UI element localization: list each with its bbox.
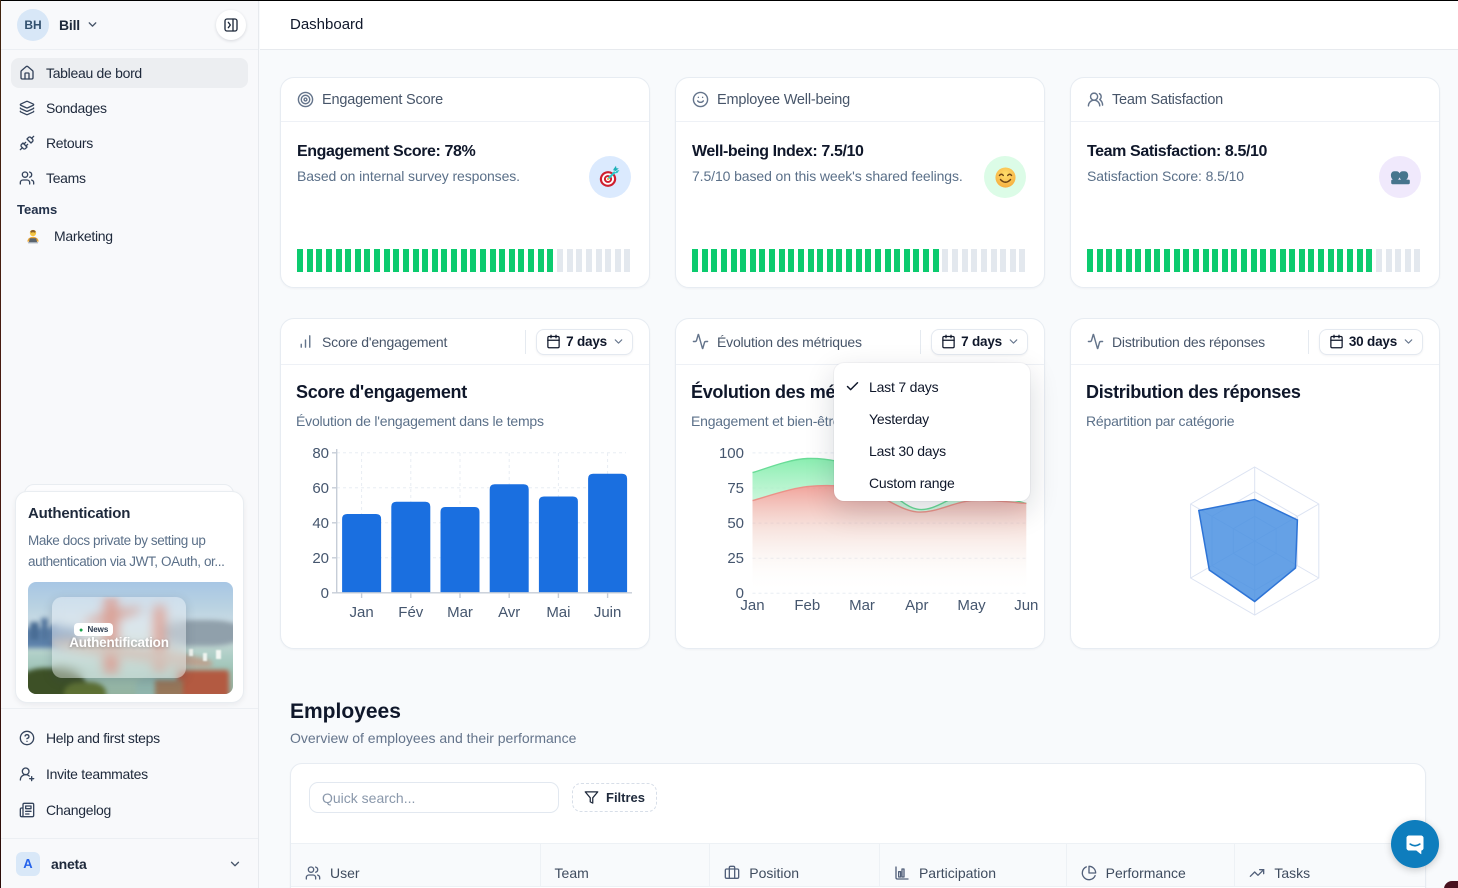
- svg-text:Juin: Juin: [594, 604, 622, 621]
- svg-text:Jan: Jan: [350, 604, 374, 621]
- svg-text:75: 75: [727, 480, 744, 497]
- svg-text:0: 0: [736, 585, 744, 602]
- svg-text:100: 100: [719, 445, 744, 462]
- svg-text:Mar: Mar: [447, 604, 473, 621]
- svg-text:20: 20: [312, 550, 329, 567]
- svg-text:May: May: [957, 597, 986, 614]
- svg-text:80: 80: [312, 445, 329, 462]
- svg-text:Fév: Fév: [398, 604, 424, 621]
- svg-text:Mai: Mai: [546, 604, 570, 621]
- svg-text:Avr: Avr: [498, 604, 520, 621]
- svg-text:Apr: Apr: [905, 597, 928, 614]
- svg-text:50: 50: [727, 515, 744, 532]
- svg-text:25: 25: [727, 550, 744, 567]
- svg-text:0: 0: [321, 585, 329, 602]
- svg-text:Jun: Jun: [1014, 597, 1038, 614]
- svg-text:Feb: Feb: [794, 597, 820, 614]
- svg-text:40: 40: [312, 515, 329, 532]
- svg-text:Jan: Jan: [740, 597, 764, 614]
- svg-text:60: 60: [312, 480, 329, 497]
- svg-text:Mar: Mar: [849, 597, 875, 614]
